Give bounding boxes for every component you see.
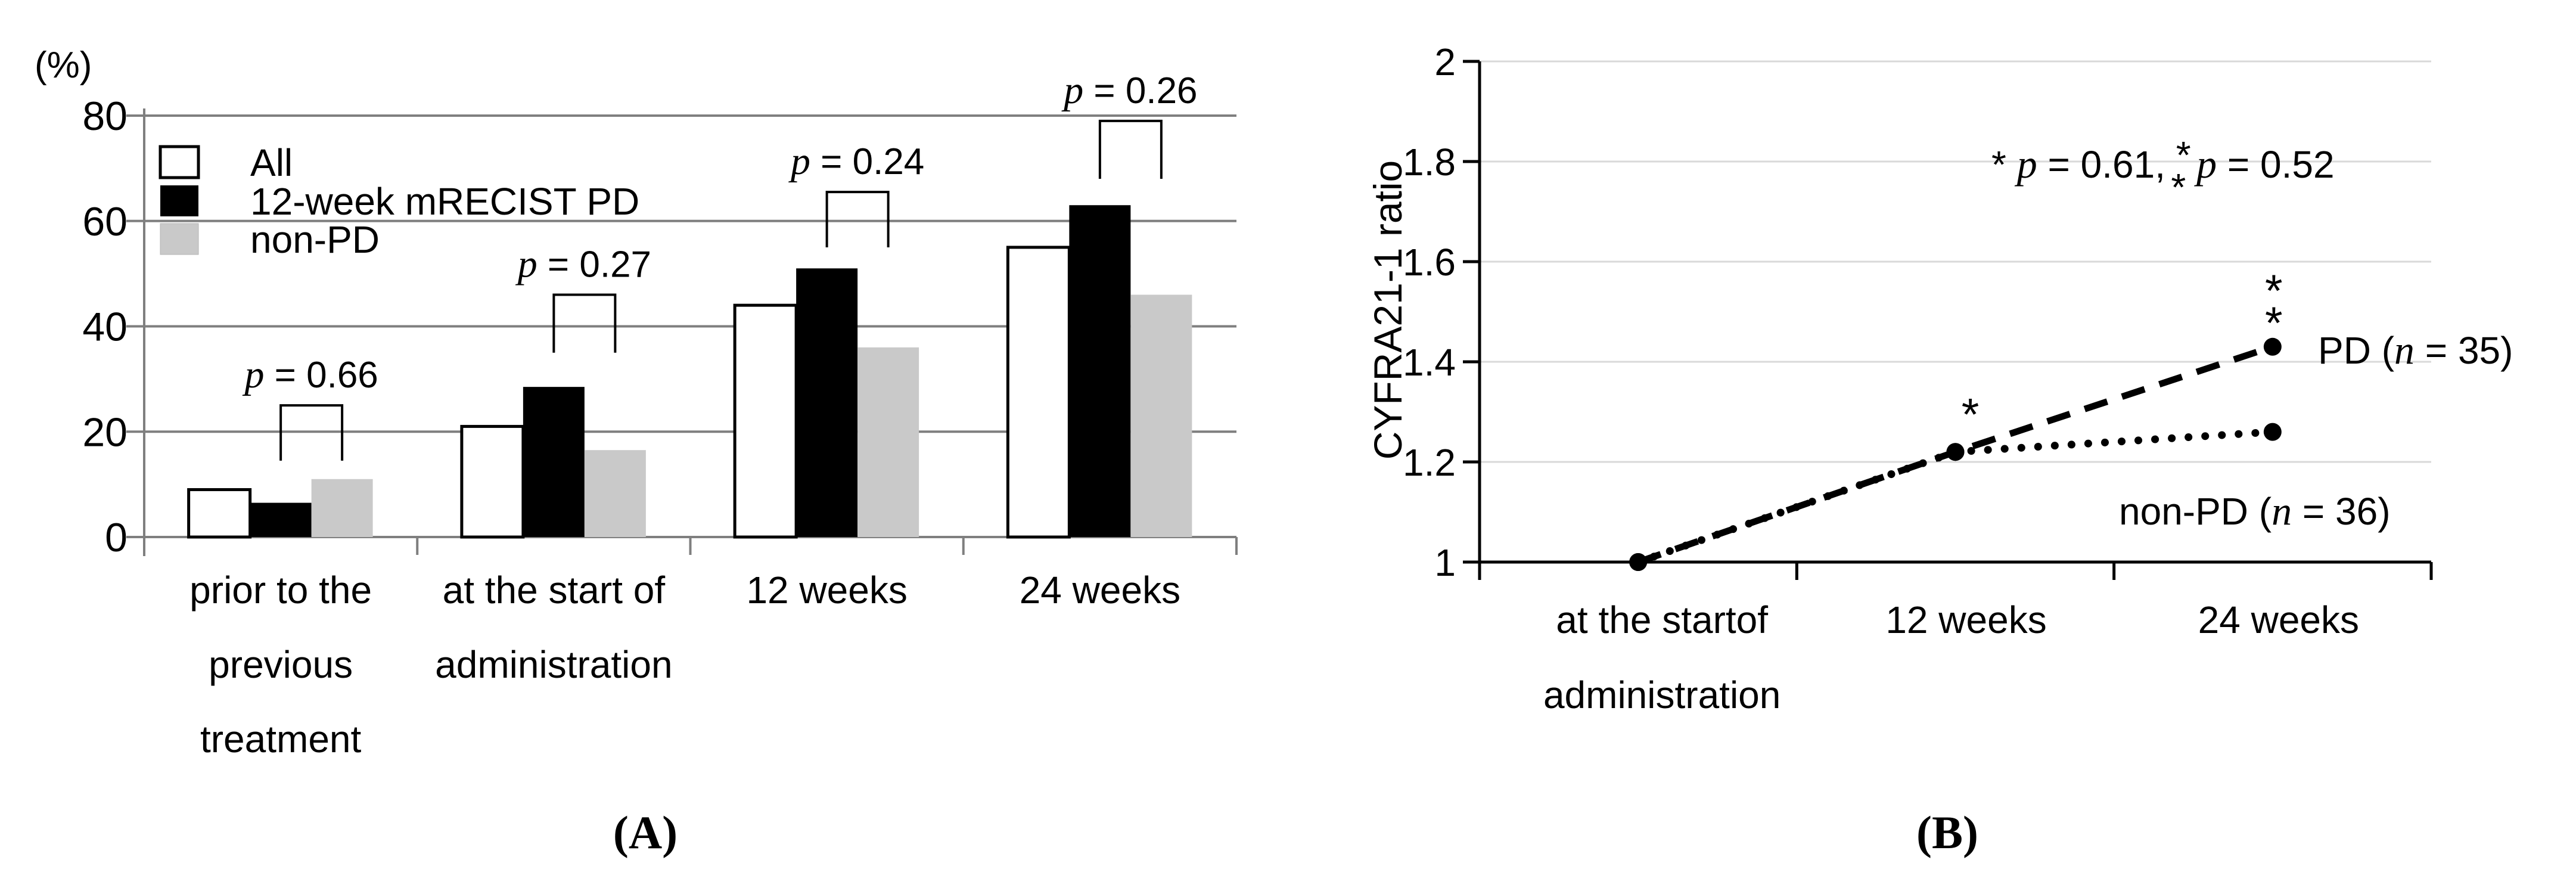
x-axis-category-label: prior to the [189, 569, 372, 612]
x-axis-category-label: previous [209, 643, 353, 686]
series-label-pd: PD (n = 35) [2318, 327, 2513, 373]
y-axis-tick-label: 20 [82, 409, 128, 455]
p-value-label: p = 0.27 [515, 242, 651, 286]
panel-b-caption: (B) [1916, 806, 1978, 858]
p-value-bracket [552, 293, 617, 353]
bar-12-week-mrecist-pd [1069, 205, 1131, 537]
double-asterisk-marker: * [2265, 298, 2283, 349]
x-axis-category-label: 24 weeks [2198, 598, 2359, 641]
p-value-bracket [825, 191, 890, 247]
bar-12-week-mrecist-pd [523, 387, 585, 537]
y-axis-tick-label: 80 [82, 94, 128, 139]
x-axis-category-label: 24 weeks [1020, 569, 1180, 612]
p-value-bracket [1098, 119, 1163, 179]
bar-non-pd [584, 450, 646, 537]
y-axis-tick-label: 1.6 [1403, 241, 1456, 284]
bar-12-week-mrecist-pd [796, 268, 858, 537]
bar-all [733, 303, 798, 539]
data-point [1629, 553, 1648, 571]
asterisk-marker: * [1962, 389, 1980, 440]
y-axis-tick-label: 1 [1434, 541, 1456, 584]
y-axis-tick-label: 40 [82, 305, 128, 350]
data-point [2263, 337, 2282, 356]
y-axis-unit-label: (%) [35, 45, 92, 86]
x-axis-category-label: at the startof [1556, 598, 1768, 641]
legend-swatch-12-week-mrecist-pd [160, 185, 198, 216]
legend-label: 12-week mRECIST PD [250, 180, 639, 223]
legend-label: All [250, 141, 293, 184]
p-value-annotation: * p = 0.61, * * p = 0.52 [1991, 134, 2335, 209]
y-axis-tick-label: 1.2 [1403, 441, 1456, 484]
bar-non-pd [857, 347, 919, 537]
legend-swatch-non-pd [160, 223, 199, 255]
x-axis-category-label: 12 weeks [1885, 598, 2046, 641]
data-point [2263, 423, 2282, 441]
y-axis-title: CYFRA21-1 ratio [1366, 160, 1410, 460]
legend-swatch-all [159, 145, 200, 179]
x-axis-category-label: treatment [200, 718, 362, 761]
y-axis-tick-label: 1.4 [1403, 341, 1456, 384]
y-axis-tick-label: 60 [82, 199, 128, 244]
y-axis-tick-label: 2 [1434, 41, 1456, 83]
p-value-label: p = 0.24 [788, 139, 924, 183]
p-value-label: p = 0.66 [242, 353, 378, 396]
series-label-non-pd: non-PD (n = 36) [2119, 488, 2391, 533]
data-point [1946, 443, 1965, 461]
bar-all [187, 488, 252, 539]
y-axis-tick-label: 0 [105, 515, 128, 560]
p-value-label: p = 0.26 [1061, 69, 1197, 112]
double-asterisk-marker: * [2265, 266, 2283, 316]
x-axis-category-label: administration [1543, 674, 1780, 716]
bar-12-week-mrecist-pd [250, 502, 312, 537]
bar-non-pd [1130, 294, 1192, 537]
legend-label: non-PD [250, 218, 380, 261]
p-value-bracket [279, 404, 344, 461]
x-axis-category-label: administration [435, 643, 672, 686]
x-axis-category-label: 12 weeks [746, 569, 907, 612]
x-axis-category-label: at the start of [443, 569, 666, 612]
bar-all [1006, 246, 1071, 539]
bar-non-pd [311, 479, 373, 537]
panel-a-caption: (A) [613, 806, 678, 858]
y-axis-tick-label: 1.8 [1403, 141, 1456, 184]
